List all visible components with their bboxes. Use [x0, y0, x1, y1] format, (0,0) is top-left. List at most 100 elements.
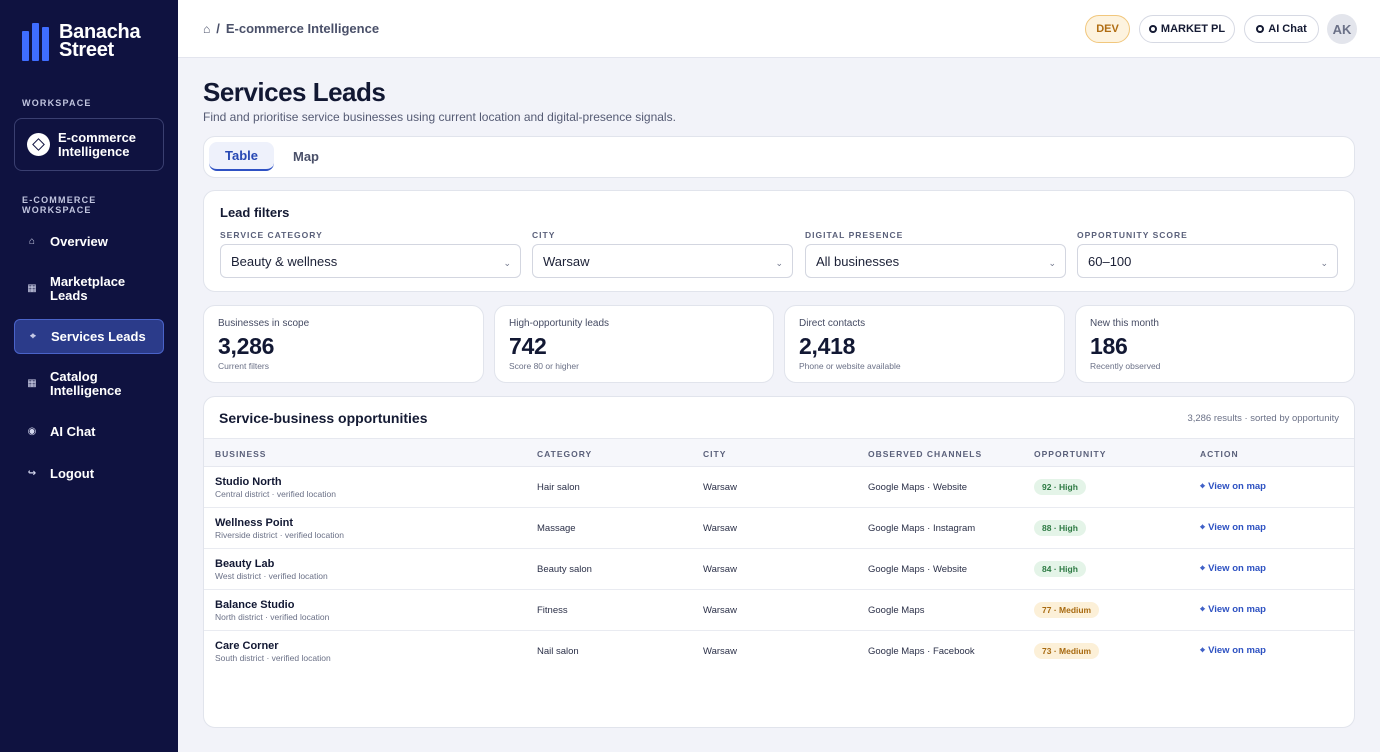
business-name: Balance Studio	[215, 599, 295, 611]
business-city: Warsaw	[703, 564, 737, 575]
chevron-down-icon: ⌄	[1048, 258, 1056, 268]
business-channels: Google Maps · Website	[868, 564, 968, 575]
brand-name: Banacha Street	[59, 21, 141, 60]
sidebar-item-services-leads[interactable]: ⌖ Services Leads	[14, 319, 164, 354]
business-channels: Google Maps · Website	[868, 482, 968, 493]
opportunity-badge: 77 · Medium	[1034, 602, 1100, 618]
stat-card-new-this-month: New this month 186 Recently observed	[1075, 305, 1355, 383]
view-on-map-link[interactable]: ⌖ View on map	[1200, 645, 1266, 656]
service-category-value: Beauty & wellness	[231, 253, 338, 269]
city-select[interactable]: Warsaw ⌄	[532, 244, 793, 278]
stat-sub: Score 80 or higher	[509, 361, 579, 371]
crosshair-icon: ⌖	[1200, 645, 1206, 655]
filters-title: Lead filters	[220, 205, 290, 220]
grid-icon: ▦	[27, 283, 37, 294]
business-city: Warsaw	[703, 523, 737, 534]
radio-dot-icon	[1256, 25, 1265, 33]
view-on-map-label: View on map	[1208, 604, 1266, 615]
view-on-map-link[interactable]: ⌖ View on map	[1200, 522, 1266, 533]
ecommerce-section-label-line2: WORKSPACE	[22, 205, 92, 215]
table-row[interactable]: Studio North Central district · verified…	[204, 467, 1354, 508]
business-channels: Google Maps · Instagram	[868, 523, 976, 534]
view-on-map-label: View on map	[1208, 645, 1266, 656]
view-on-map-label: View on map	[1208, 481, 1266, 492]
opportunity-score-select[interactable]: 60–100 ⌄	[1077, 244, 1338, 278]
column-header-business[interactable]: BUSINESS	[215, 449, 267, 459]
sidebar-item-logout[interactable]: ↪ Logout	[14, 460, 164, 488]
column-header-observed-channels[interactable]: OBSERVED CHANNELS	[868, 449, 983, 459]
business-name: Care Corner	[215, 640, 279, 652]
column-header-opportunity[interactable]: OPPORTUNITY	[1034, 449, 1107, 459]
opportunity-badge: 92 · High	[1034, 479, 1086, 495]
crosshair-icon: ⌖	[1200, 604, 1206, 614]
diamond-icon	[27, 133, 50, 156]
stat-label: Businesses in scope	[218, 318, 310, 329]
opportunities-table-card: Service-business opportunities 3,286 res…	[203, 396, 1355, 728]
brand-name-line1: Banacha	[59, 21, 141, 43]
business-location: South district · verified location	[215, 653, 331, 663]
business-category: Beauty salon	[537, 564, 592, 575]
market-button[interactable]: MARKET PL	[1139, 15, 1235, 43]
page-subtitle: Find and prioritise service businesses u…	[203, 110, 676, 124]
column-header-category[interactable]: CATEGORY	[537, 449, 593, 459]
view-on-map-link[interactable]: ⌖ View on map	[1200, 604, 1266, 615]
view-on-map-link[interactable]: ⌖ View on map	[1200, 481, 1266, 492]
stat-card-businesses: Businesses in scope 3,286 Current filter…	[203, 305, 484, 383]
service-category-select[interactable]: Beauty & wellness ⌄	[220, 244, 521, 278]
breadcrumb-current: E-commerce Intelligence	[225, 21, 380, 36]
sidebar-item-label: Marketplace Leads	[50, 275, 125, 303]
avatar[interactable]: AK	[1327, 14, 1357, 44]
sidebar-item-label: AI Chat	[50, 424, 96, 439]
stat-label: New this month	[1090, 318, 1159, 329]
digital-presence-value: All businesses	[816, 253, 900, 269]
tab-map[interactable]: Map	[293, 149, 319, 164]
table-row[interactable]: Wellness Point Riverside district · veri…	[204, 508, 1354, 549]
business-city: Warsaw	[703, 605, 737, 616]
sidebar-item-catalog-intelligence[interactable]: ▦ Catalog Intelligence	[14, 367, 164, 401]
column-header-action[interactable]: ACTION	[1200, 449, 1239, 459]
sidebar: Banacha Street WORKSPACE E-commerce Inte…	[0, 0, 178, 752]
workspace-name-line2: Intelligence	[58, 143, 130, 159]
home-icon[interactable]: ⌂	[203, 21, 211, 36]
tab-table[interactable]: Table	[209, 142, 274, 171]
column-header-city[interactable]: CITY	[703, 449, 727, 459]
sidebar-item-label-line2: Leads	[50, 288, 88, 303]
sidebar-item-label: Logout	[50, 466, 95, 481]
sidebar-item-label-line1: Marketplace	[50, 274, 126, 289]
filter-label-digital-presence: DIGITAL PRESENCE	[805, 230, 904, 240]
filter-label-city: CITY	[532, 230, 556, 240]
workspace-switcher[interactable]: E-commerce Intelligence	[14, 118, 164, 171]
digital-presence-select[interactable]: All businesses ⌄	[805, 244, 1066, 278]
brand-logo[interactable]: Banacha Street	[22, 21, 141, 61]
business-city: Warsaw	[703, 482, 737, 493]
stat-label: Direct contacts	[799, 318, 866, 329]
env-badge: DEV	[1085, 15, 1130, 43]
filter-label-opportunity-score: OPPORTUNITY SCORE	[1077, 230, 1188, 240]
workspace-name-line1: E-commerce	[58, 129, 137, 145]
business-category: Hair salon	[537, 482, 580, 493]
view-on-map-link[interactable]: ⌖ View on map	[1200, 563, 1266, 574]
chevron-down-icon: ⌄	[1320, 258, 1328, 268]
workspace-section-label: WORKSPACE	[22, 98, 92, 108]
sidebar-item-marketplace-leads[interactable]: ▦ Marketplace Leads	[14, 272, 164, 306]
logout-arrow-icon: ↪	[27, 468, 37, 479]
sidebar-item-overview[interactable]: ⌂ Overview	[14, 228, 164, 256]
stat-value: 2,418	[799, 333, 856, 359]
table-row[interactable]: Beauty Lab West district · verified loca…	[204, 549, 1354, 590]
opportunity-score-value: 60–100	[1088, 253, 1132, 269]
table-row[interactable]: Balance Studio North district · verified…	[204, 590, 1354, 631]
opportunity-badge: 88 · High	[1034, 520, 1086, 536]
crosshair-icon: ⌖	[1200, 481, 1206, 491]
business-name: Studio North	[215, 476, 282, 488]
table-row[interactable]: Care Corner South district · verified lo…	[204, 631, 1354, 672]
table-title: Service-business opportunities	[219, 410, 428, 426]
crosshair-icon: ⌖	[1200, 522, 1206, 532]
chevron-down-icon: ⌄	[503, 258, 511, 268]
opportunity-badge: 73 · Medium	[1034, 643, 1100, 659]
grid-icon: ▦	[27, 378, 37, 389]
radio-dot-icon	[1148, 25, 1157, 33]
business-channels: Google Maps · Facebook	[868, 646, 975, 657]
sidebar-item-ai-chat[interactable]: ◉ AI Chat	[14, 418, 164, 446]
ai-chat-button[interactable]: AI Chat	[1244, 15, 1319, 43]
view-on-map-label: View on map	[1208, 522, 1266, 533]
